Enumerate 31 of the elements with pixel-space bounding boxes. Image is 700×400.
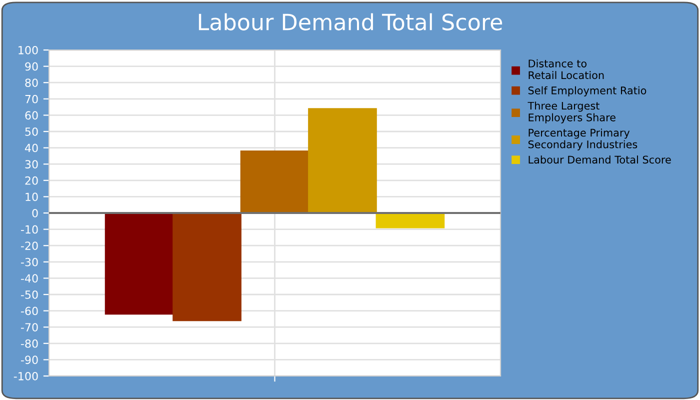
legend-label: Distance to Retail Location <box>528 59 604 80</box>
y-tick-label: -40 <box>20 274 38 283</box>
bar <box>308 108 377 214</box>
legend-label: Self Employment Ratio <box>528 86 646 96</box>
y-tick-label: -70 <box>20 323 38 332</box>
y-tick-label: 80 <box>25 78 38 87</box>
legend-label: Percentage Primary Secondary Industries <box>528 128 638 150</box>
y-tick-label: 40 <box>24 144 38 152</box>
legend-label: Labour Demand Total Score <box>528 156 671 164</box>
y-tick-label: 60 <box>25 111 38 120</box>
y-tick-label: -10 <box>20 225 38 234</box>
y-tick-label: 30 <box>25 160 38 168</box>
y-tick-label: 0 <box>32 208 38 218</box>
y-tick-label: 10 <box>26 192 38 202</box>
chart-title: Labour Demand Total Score <box>198 13 502 30</box>
y-tick-label: 100 <box>18 46 38 54</box>
bar <box>240 150 310 214</box>
y-tick-label: 50 <box>25 127 38 136</box>
legend-label: Three Largest Employers Share <box>528 102 616 124</box>
bar <box>104 212 174 315</box>
y-tick-label: -90 <box>20 356 38 364</box>
y-tick-label: -20 <box>20 242 38 250</box>
y-tick-label: -60 <box>20 306 38 316</box>
y-tick-label: -100 <box>14 372 38 380</box>
bar <box>172 212 242 322</box>
y-tick-label: -80 <box>20 339 38 348</box>
y-tick-label: -30 <box>20 258 38 266</box>
y-tick-label: 70 <box>25 94 38 104</box>
y-tick-label: -50 <box>20 290 38 299</box>
y-tick-label: 90 <box>25 62 38 71</box>
y-tick-label: 20 <box>25 176 38 185</box>
